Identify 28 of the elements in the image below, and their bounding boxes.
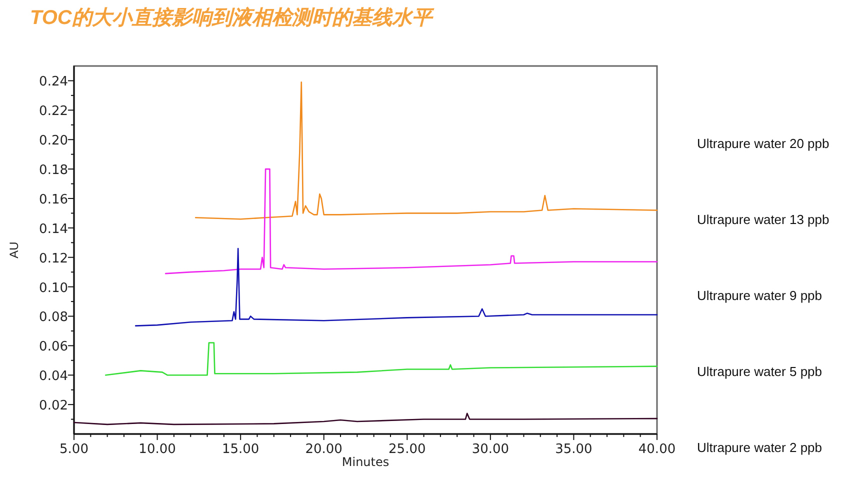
text: Ultrapure water 13 ppb bbox=[697, 212, 830, 227]
y-tick-label: 0.10 bbox=[39, 280, 68, 296]
y-tick-label: 0.12 bbox=[39, 251, 68, 266]
y-tick-label: 0.14 bbox=[39, 222, 68, 237]
x-tick-label: 20.00 bbox=[305, 442, 342, 457]
y-axis-title: AU bbox=[7, 242, 21, 258]
y-tick-label: 0.20 bbox=[39, 134, 68, 149]
text: Ultrapure water 2 ppb bbox=[697, 440, 822, 455]
x-tick-label: 15.00 bbox=[222, 442, 260, 457]
y-tick-label: 0.04 bbox=[39, 369, 68, 384]
x-tick-label: 25.00 bbox=[388, 442, 426, 457]
y-tick-label: 0.06 bbox=[39, 340, 68, 355]
y-tick-label: 0.18 bbox=[39, 163, 68, 178]
y-tick-label: 0.08 bbox=[39, 310, 68, 326]
y-tick-label: 0.24 bbox=[39, 74, 68, 90]
text: Ultrapure water 9 ppb bbox=[697, 288, 822, 303]
text: Ultrapure water 5 ppb bbox=[697, 364, 822, 379]
x-tick-label: 40.00 bbox=[638, 442, 676, 457]
y-tick-label: 0.22 bbox=[39, 104, 68, 120]
x-tick-label: 30.00 bbox=[472, 442, 510, 457]
x-tick-label: 35.00 bbox=[555, 442, 592, 457]
y-tick-label: 0.02 bbox=[39, 398, 68, 414]
x-tick-label: 10.00 bbox=[138, 442, 176, 457]
y-tick-label: 0.16 bbox=[39, 192, 68, 208]
text: Ultrapure water 20 ppb bbox=[697, 136, 830, 151]
x-axis-title: Minutes bbox=[342, 455, 390, 469]
chart-title: TOC的大小直接影响到液相检测时的基线水平 bbox=[30, 6, 435, 29]
x-tick-label: 5.00 bbox=[60, 442, 88, 457]
